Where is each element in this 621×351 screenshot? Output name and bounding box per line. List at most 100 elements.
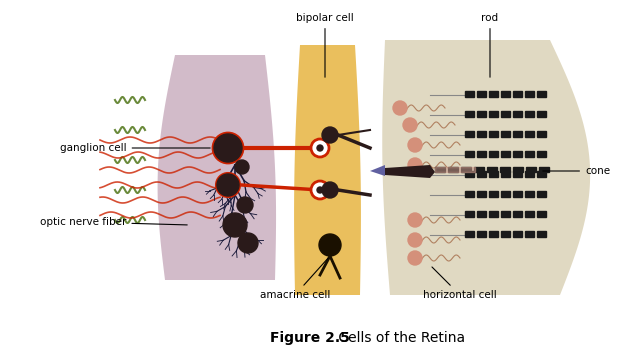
Polygon shape xyxy=(370,165,385,176)
Bar xyxy=(537,111,546,117)
Circle shape xyxy=(408,213,422,227)
Circle shape xyxy=(217,174,239,196)
Circle shape xyxy=(403,118,417,132)
Circle shape xyxy=(317,187,323,193)
Bar xyxy=(501,91,510,97)
Bar xyxy=(501,151,510,157)
Bar xyxy=(537,151,546,157)
Bar xyxy=(537,91,546,97)
Bar xyxy=(448,167,458,172)
Bar xyxy=(501,111,510,117)
Circle shape xyxy=(322,182,338,198)
Bar xyxy=(525,91,534,97)
Circle shape xyxy=(238,233,258,253)
Circle shape xyxy=(322,127,338,143)
Polygon shape xyxy=(158,55,276,280)
Bar xyxy=(537,171,546,177)
Bar xyxy=(477,151,486,157)
Bar xyxy=(477,111,486,117)
Circle shape xyxy=(319,234,341,256)
Bar xyxy=(489,191,498,197)
Bar xyxy=(489,91,498,97)
Bar xyxy=(489,151,498,157)
Bar xyxy=(489,131,498,137)
Bar xyxy=(525,211,534,217)
Bar xyxy=(537,191,546,197)
Circle shape xyxy=(223,213,247,237)
Bar xyxy=(537,231,546,237)
Text: Figure 2.5: Figure 2.5 xyxy=(270,331,350,345)
Bar xyxy=(513,211,522,217)
Bar xyxy=(513,191,522,197)
Bar xyxy=(525,151,534,157)
Bar xyxy=(461,167,471,172)
Bar xyxy=(489,231,498,237)
Bar xyxy=(513,111,522,117)
Bar xyxy=(435,167,445,172)
Bar xyxy=(501,231,510,237)
Bar xyxy=(513,151,522,157)
Polygon shape xyxy=(294,45,361,295)
Bar xyxy=(513,131,522,137)
Bar xyxy=(525,231,534,237)
Bar xyxy=(537,131,546,137)
Text: optic nerve fiber: optic nerve fiber xyxy=(40,217,187,227)
Bar xyxy=(513,171,522,177)
Bar xyxy=(465,231,474,237)
Bar xyxy=(525,111,534,117)
Circle shape xyxy=(237,197,253,213)
Bar xyxy=(465,131,474,137)
Bar xyxy=(501,211,510,217)
Bar xyxy=(489,111,498,117)
Circle shape xyxy=(408,233,422,247)
Text: amacrine cell: amacrine cell xyxy=(260,258,330,300)
Bar xyxy=(525,171,534,177)
Bar xyxy=(477,131,486,137)
Bar xyxy=(477,91,486,97)
Circle shape xyxy=(235,160,249,174)
Text: ganglion cell: ganglion cell xyxy=(60,143,211,153)
Circle shape xyxy=(408,138,422,152)
Circle shape xyxy=(311,139,329,157)
Circle shape xyxy=(317,145,323,151)
Bar xyxy=(465,171,474,177)
Polygon shape xyxy=(385,165,435,178)
Bar xyxy=(513,231,522,237)
Bar xyxy=(465,211,474,217)
Bar xyxy=(501,171,510,177)
Circle shape xyxy=(393,101,407,115)
Bar xyxy=(525,131,534,137)
Bar xyxy=(477,191,486,197)
Bar xyxy=(465,111,474,117)
Text: horizontal cell: horizontal cell xyxy=(423,267,497,300)
Bar xyxy=(465,191,474,197)
Text: Cells of the Retina: Cells of the Retina xyxy=(335,331,466,345)
Bar xyxy=(539,167,549,172)
Bar xyxy=(489,171,498,177)
Circle shape xyxy=(214,134,242,162)
Bar xyxy=(513,167,523,172)
Text: rod: rod xyxy=(481,13,499,77)
Circle shape xyxy=(311,181,329,199)
Bar xyxy=(513,91,522,97)
Text: cone: cone xyxy=(543,166,610,176)
Bar xyxy=(465,151,474,157)
Bar xyxy=(477,231,486,237)
Bar xyxy=(500,167,510,172)
Bar xyxy=(525,191,534,197)
Text: bipolar cell: bipolar cell xyxy=(296,13,354,77)
Circle shape xyxy=(408,251,422,265)
Circle shape xyxy=(408,158,422,172)
Polygon shape xyxy=(383,40,590,295)
Bar xyxy=(435,167,475,172)
Bar xyxy=(465,91,474,97)
Bar xyxy=(489,211,498,217)
Bar xyxy=(474,167,484,172)
Bar xyxy=(501,191,510,197)
Bar xyxy=(526,167,536,172)
Bar xyxy=(477,211,486,217)
Bar xyxy=(477,171,486,177)
Bar xyxy=(537,211,546,217)
Bar xyxy=(501,131,510,137)
Bar xyxy=(487,167,497,172)
